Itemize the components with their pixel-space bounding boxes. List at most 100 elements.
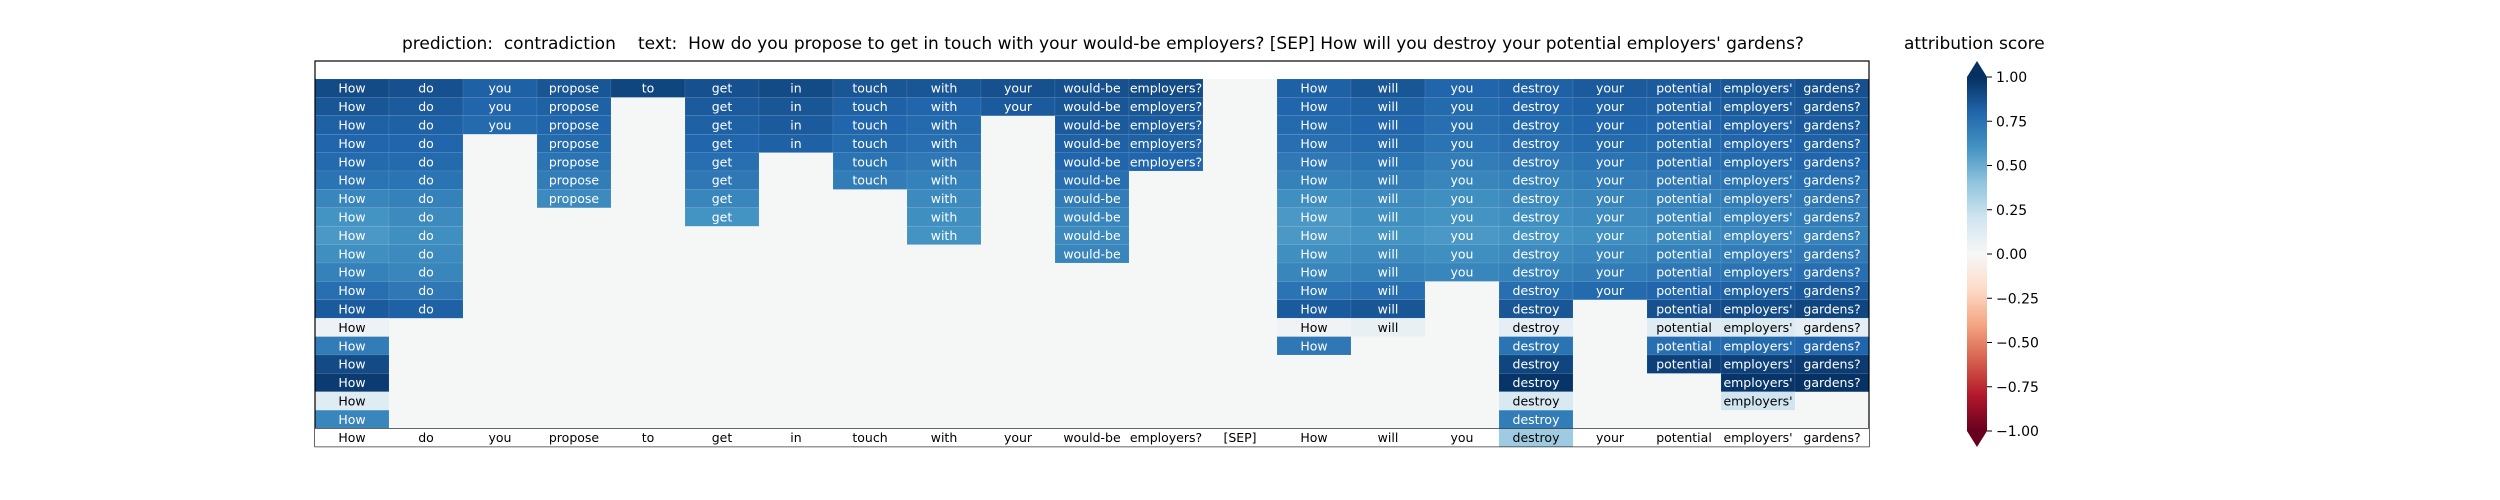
cell-token-label: will — [1378, 191, 1399, 206]
prediction-title: prediction: contradiction — [402, 34, 616, 54]
cell-token-label: How — [338, 191, 365, 206]
cell-token-label: your — [1596, 228, 1625, 243]
cell-token-label: do — [418, 210, 434, 225]
cell-token-label: will — [1378, 246, 1399, 261]
token-label: you — [489, 430, 512, 445]
cell-token-label: destroy — [1513, 302, 1561, 317]
cell-token-label: employers' — [1723, 302, 1792, 317]
cell-token-label: employers' — [1723, 81, 1792, 96]
cell-token-label: would-be — [1063, 246, 1121, 261]
cell-token-label: gardens? — [1803, 118, 1860, 133]
cell-token-label: How — [338, 283, 365, 298]
token-score-cell — [833, 428, 907, 447]
heatmap-cell — [1350, 299, 1426, 319]
cell-token-label: would-be — [1063, 191, 1121, 206]
cell-token-label: with — [931, 173, 958, 188]
cell-token-label: employers' — [1723, 394, 1792, 409]
cell-token-label: employers' — [1723, 375, 1792, 390]
cell-token-label: gardens? — [1803, 357, 1860, 372]
cell-token-label: potential — [1656, 228, 1712, 243]
cell-token-label: do — [418, 136, 434, 151]
cell-token-label: employers' — [1723, 154, 1792, 169]
cell-token-label: gardens? — [1803, 99, 1860, 114]
cell-token-label: do — [418, 99, 434, 114]
token-score-cell — [1721, 428, 1795, 447]
cell-token-label: get — [712, 173, 733, 188]
cell-token-label: do — [418, 283, 434, 298]
cell-token-label: How — [1300, 154, 1327, 169]
cell-token-label: do — [418, 191, 434, 206]
cell-token-label: employers? — [1130, 118, 1202, 133]
heatmap-cell — [388, 189, 464, 209]
cell-token-label: will — [1378, 320, 1399, 335]
cell-token-label: will — [1378, 210, 1399, 225]
colorbar-tick-label: 0.50 — [1996, 159, 2027, 175]
cell-token-label: do — [418, 228, 434, 243]
cell-token-label: potential — [1656, 154, 1712, 169]
cell-token-label: your — [1596, 265, 1625, 280]
cell-token-label: gardens? — [1803, 228, 1860, 243]
cell-token-label: destroy — [1513, 154, 1561, 169]
heatmap-cell — [536, 189, 612, 209]
colorbar-tick-label: 0.25 — [1996, 203, 2027, 219]
cell-token-label: gardens? — [1803, 320, 1860, 335]
cell-token-label: you — [1451, 99, 1474, 114]
cell-token-label: would-be — [1063, 99, 1121, 114]
cell-token-label: destroy — [1513, 81, 1561, 96]
token-label: your — [1596, 430, 1625, 445]
cell-token-label: will — [1378, 283, 1399, 298]
heatmap-cell — [906, 189, 982, 209]
cell-token-label: potential — [1656, 99, 1712, 114]
cell-token-label: your — [1596, 246, 1625, 261]
cell-token-label: potential — [1656, 338, 1712, 353]
cell-token-label: propose — [549, 118, 600, 133]
cell-token-label: gardens? — [1803, 81, 1860, 96]
cell-token-label: do — [418, 246, 434, 261]
heatmap-cell — [906, 133, 982, 153]
cell-token-label: you — [1451, 173, 1474, 188]
heatmap-cell — [1350, 317, 1426, 337]
cell-token-label: destroy — [1513, 118, 1561, 133]
cell-token-label: get — [712, 118, 733, 133]
cell-token-label: How — [1300, 283, 1327, 298]
cell-token-label: your — [1596, 118, 1625, 133]
cell-token-label: employers' — [1723, 99, 1792, 114]
cell-token-label: your — [1596, 136, 1625, 151]
token-score-cell — [1425, 428, 1499, 447]
cell-token-label: potential — [1656, 302, 1712, 317]
cell-token-label: How — [1300, 228, 1327, 243]
cell-token-label: would-be — [1063, 173, 1121, 188]
token-label: propose — [549, 430, 600, 445]
cell-token-label: destroy — [1513, 320, 1561, 335]
cell-token-label: you — [1451, 154, 1474, 169]
cell-token-label: How — [338, 394, 365, 409]
token-score-cell — [1203, 428, 1277, 447]
token-label: How — [1300, 430, 1327, 445]
heatmap-cell — [388, 299, 464, 319]
cell-token-label: How — [1300, 246, 1327, 261]
cell-token-label: potential — [1656, 246, 1712, 261]
cell-token-label: with — [931, 228, 958, 243]
cell-token-label: would-be — [1063, 81, 1121, 96]
cell-token-label: potential — [1656, 173, 1712, 188]
cell-token-label: How — [1300, 210, 1327, 225]
cell-token-label: employers' — [1723, 246, 1792, 261]
token-score-cell — [537, 428, 611, 447]
colorbar-extend-min — [1967, 431, 1987, 447]
cell-token-label: propose — [549, 173, 600, 188]
cell-token-label: your — [1596, 283, 1625, 298]
cell-token-label: with — [931, 118, 958, 133]
cell-token-label: do — [418, 265, 434, 280]
cell-token-label: destroy — [1513, 228, 1561, 243]
cell-token-label: will — [1378, 81, 1399, 96]
cell-token-label: How — [338, 228, 365, 243]
cell-token-label: How — [338, 265, 365, 280]
heatmap-cell — [1128, 133, 1204, 153]
heatmap-cell — [388, 225, 464, 245]
cell-token-label: you — [1451, 246, 1474, 261]
cell-token-label: How — [338, 154, 365, 169]
token-label: you — [1451, 430, 1474, 445]
cell-token-label: How — [1300, 99, 1327, 114]
cell-token-label: with — [931, 210, 958, 225]
token-score-cell — [981, 428, 1055, 447]
